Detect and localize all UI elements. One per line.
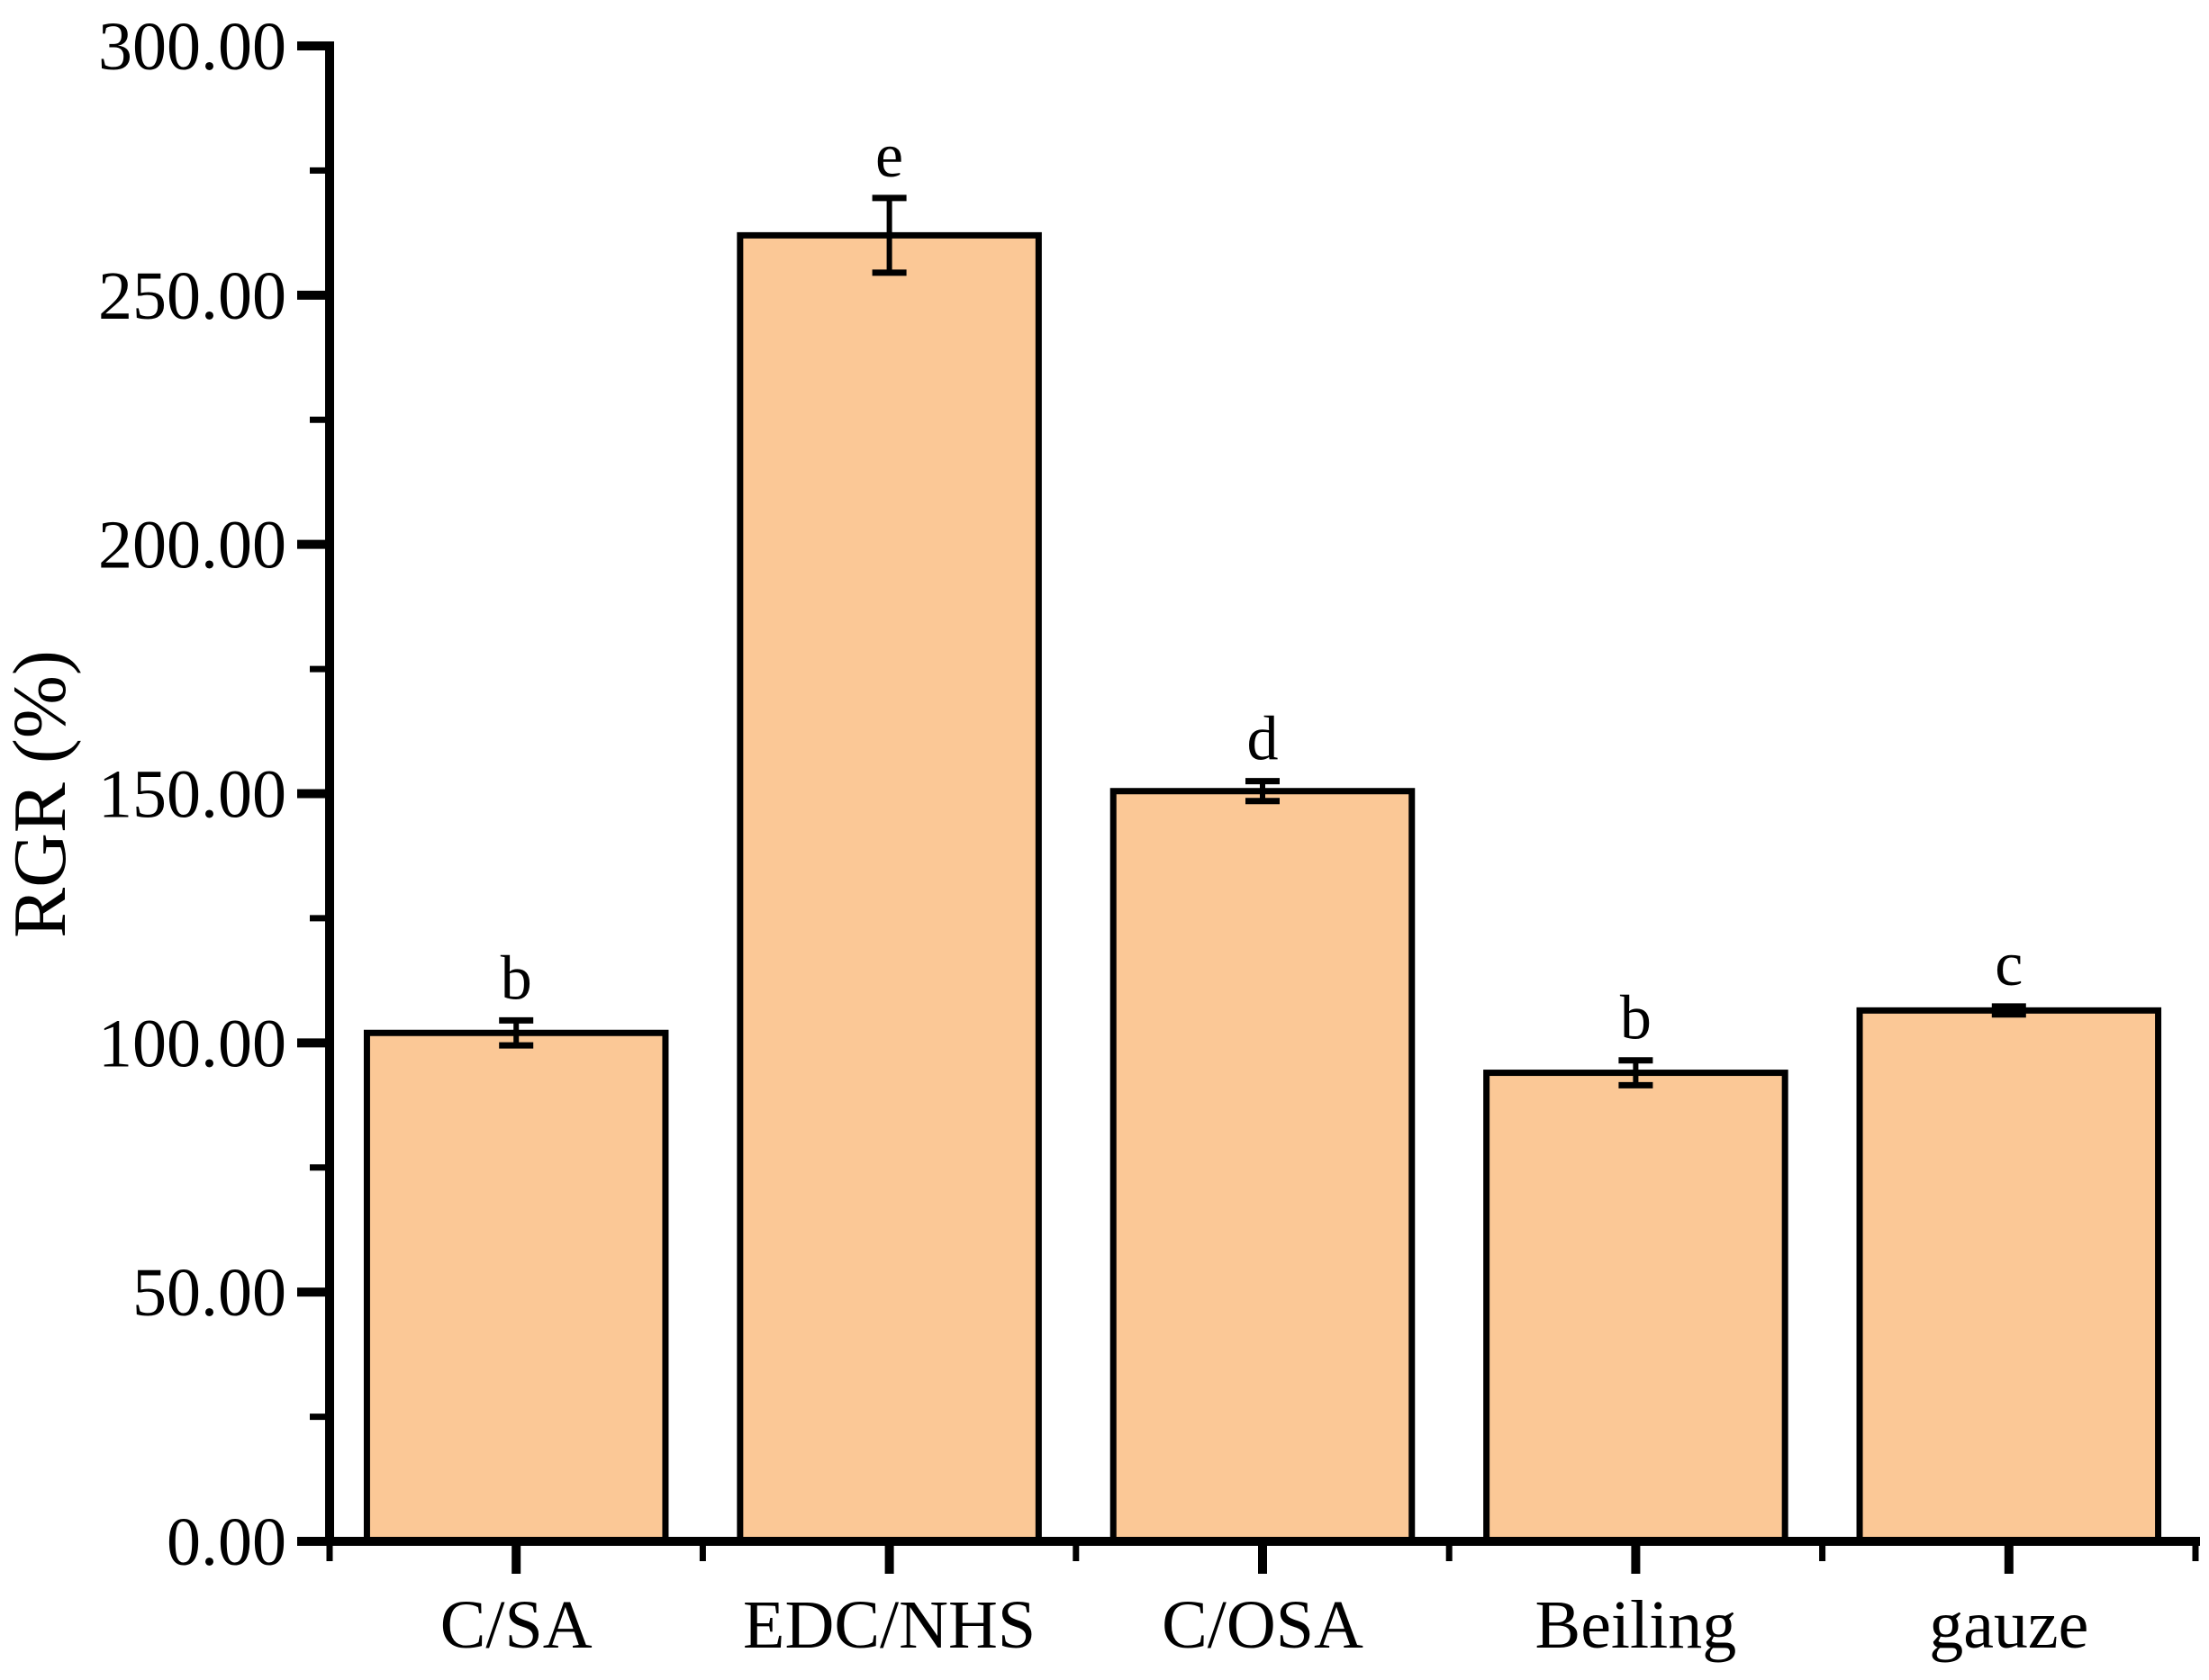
ticks-layer bbox=[297, 41, 2199, 1574]
x-tick-label: C/SA bbox=[440, 1587, 593, 1663]
significance-letter: e bbox=[875, 122, 903, 191]
tick-labels-layer: C/SA EDC/NHS C/OSA Beiling gauze 0.00 50.00 100… bbox=[98, 9, 2088, 1663]
significance-letter: c bbox=[1995, 930, 2023, 999]
significance-letters-layer: b e d b c bbox=[501, 122, 2023, 1053]
x-tick-label: Beiling bbox=[1535, 1587, 1737, 1663]
bar bbox=[1483, 1070, 1788, 1545]
bar bbox=[1109, 788, 1416, 1545]
y-tick-label: 200.00 bbox=[98, 508, 286, 583]
y-tick-label: 100.00 bbox=[98, 1006, 286, 1081]
error-bars-layer bbox=[499, 194, 2026, 1088]
x-tick-label: gauze bbox=[1929, 1587, 2088, 1663]
y-tick-label: 50.00 bbox=[132, 1255, 286, 1331]
significance-letter: b bbox=[501, 944, 532, 1013]
bar bbox=[363, 1029, 669, 1545]
y-tick-label: 250.00 bbox=[98, 258, 286, 334]
significance-letter: d bbox=[1247, 705, 1279, 774]
bar bbox=[1856, 1007, 2162, 1545]
bars-layer bbox=[363, 231, 2162, 1545]
y-tick-label: 150.00 bbox=[98, 757, 286, 833]
y-tick-label: 300.00 bbox=[98, 9, 286, 85]
y-tick-label: 0.00 bbox=[167, 1504, 286, 1580]
significance-letter: b bbox=[1620, 984, 1652, 1053]
x-tick-label: EDC/NHS bbox=[743, 1587, 1036, 1663]
x-tick-label: C/OSA bbox=[1162, 1587, 1363, 1663]
y-axis-title: RGR (%) bbox=[0, 650, 82, 938]
bar bbox=[737, 231, 1042, 1545]
